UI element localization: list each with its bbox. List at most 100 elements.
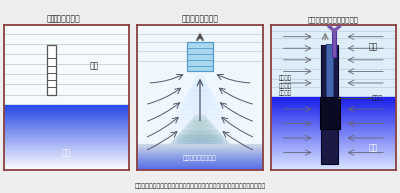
Bar xyxy=(4,118,129,119)
Bar xyxy=(271,121,396,124)
Bar xyxy=(4,160,129,162)
Bar xyxy=(271,155,396,158)
Bar xyxy=(4,165,129,167)
Bar xyxy=(271,105,396,107)
Ellipse shape xyxy=(176,131,224,142)
Bar xyxy=(4,145,129,147)
Bar xyxy=(4,111,129,113)
Bar xyxy=(137,147,263,148)
Bar xyxy=(4,114,129,116)
Bar xyxy=(4,105,129,106)
Ellipse shape xyxy=(154,154,246,165)
Text: 圧力差を
無くし混
合を抑止: 圧力差を 無くし混 合を抑止 xyxy=(279,76,292,96)
Ellipse shape xyxy=(190,116,210,128)
Bar xyxy=(4,131,129,132)
Ellipse shape xyxy=(178,103,222,112)
Bar xyxy=(4,139,129,141)
Ellipse shape xyxy=(187,119,213,131)
Bar xyxy=(271,97,396,100)
Bar xyxy=(271,114,396,117)
Bar xyxy=(271,138,396,141)
Ellipse shape xyxy=(181,99,219,107)
Bar xyxy=(271,136,396,139)
Bar xyxy=(137,161,263,163)
Bar xyxy=(271,107,396,110)
Ellipse shape xyxy=(179,128,221,139)
Bar xyxy=(4,116,129,118)
Bar xyxy=(271,141,396,143)
Text: 淡水: 淡水 xyxy=(90,61,99,70)
Ellipse shape xyxy=(189,85,211,94)
Text: 図１　左：揚水前の状態、中：揚水による塩水の混合、右：今回開発した技術: 図１ 左：揚水前の状態、中：揚水による塩水の混合、右：今回開発した技術 xyxy=(134,184,266,189)
Title: 揚水による塩水化: 揚水による塩水化 xyxy=(182,14,218,23)
Bar xyxy=(4,119,129,121)
Bar xyxy=(4,153,129,155)
Bar xyxy=(271,165,396,167)
Bar xyxy=(271,163,396,165)
Bar xyxy=(271,109,396,112)
Ellipse shape xyxy=(172,112,228,121)
Bar xyxy=(271,146,396,148)
Bar xyxy=(4,134,129,136)
Bar xyxy=(321,45,338,164)
Bar xyxy=(271,160,396,163)
Bar xyxy=(4,137,129,139)
Bar xyxy=(137,153,263,154)
Ellipse shape xyxy=(192,80,208,89)
Bar xyxy=(271,153,396,155)
Bar xyxy=(137,167,263,168)
Title: 揚水前の状態: 揚水前の状態 xyxy=(53,14,80,23)
Bar xyxy=(137,160,263,162)
Bar xyxy=(271,129,396,131)
Ellipse shape xyxy=(174,134,226,145)
Ellipse shape xyxy=(169,117,231,126)
Bar xyxy=(4,158,129,160)
Ellipse shape xyxy=(157,151,243,163)
Bar xyxy=(137,155,263,156)
Bar xyxy=(137,169,263,170)
Bar xyxy=(332,31,336,57)
Bar xyxy=(320,97,340,129)
Bar xyxy=(4,144,129,145)
Ellipse shape xyxy=(184,122,216,134)
Bar xyxy=(137,159,263,160)
Bar xyxy=(4,155,129,157)
Bar xyxy=(271,25,396,97)
Bar xyxy=(4,135,129,137)
Bar xyxy=(4,166,129,168)
Bar xyxy=(4,149,129,150)
Bar xyxy=(4,124,129,126)
Bar xyxy=(271,148,396,151)
Bar xyxy=(4,142,129,144)
Bar xyxy=(271,126,396,129)
Ellipse shape xyxy=(184,94,216,103)
Bar xyxy=(137,162,263,164)
Bar xyxy=(271,119,396,122)
Bar xyxy=(137,151,263,152)
Text: 淡水: 淡水 xyxy=(369,42,378,51)
Text: 圧力減少による流入: 圧力減少による流入 xyxy=(183,156,217,161)
Bar xyxy=(4,106,129,108)
Ellipse shape xyxy=(166,122,234,130)
Bar xyxy=(137,156,263,157)
Ellipse shape xyxy=(171,137,229,148)
Bar xyxy=(4,152,129,154)
Bar xyxy=(4,121,129,123)
Bar xyxy=(4,109,129,111)
Ellipse shape xyxy=(163,126,237,135)
Bar xyxy=(137,144,263,145)
Bar xyxy=(4,162,129,163)
Ellipse shape xyxy=(186,90,214,98)
Ellipse shape xyxy=(175,108,225,117)
Ellipse shape xyxy=(195,76,205,85)
Bar xyxy=(137,157,263,158)
Bar xyxy=(137,145,263,146)
Text: 塩水: 塩水 xyxy=(369,144,378,153)
Bar xyxy=(271,167,396,170)
Bar xyxy=(4,113,129,114)
Bar xyxy=(271,124,396,126)
Ellipse shape xyxy=(163,145,237,157)
Bar xyxy=(271,100,396,102)
Bar xyxy=(4,140,129,142)
Bar xyxy=(271,150,396,153)
